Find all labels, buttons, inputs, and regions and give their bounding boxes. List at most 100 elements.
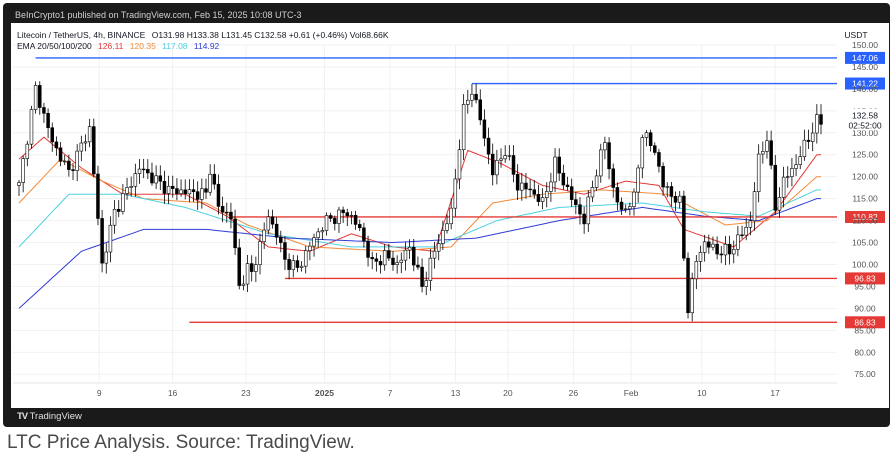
candle-down: [191, 189, 196, 192]
candle-down: [682, 195, 686, 259]
candle-up: [125, 187, 129, 194]
x-tick-label: 23: [241, 388, 251, 398]
legend-ema-label: EMA 20/50/100/200: [17, 41, 92, 51]
level-tag-96-83: [845, 272, 885, 285]
candle-down: [387, 250, 391, 259]
candle-down: [249, 263, 254, 272]
candle-down: [345, 212, 350, 217]
candle-up: [665, 186, 669, 188]
candle-up: [744, 227, 748, 236]
candle-down: [357, 224, 362, 229]
candle-up: [21, 158, 25, 183]
candle-up: [75, 150, 79, 171]
candle-up: [129, 186, 133, 188]
candle-down: [328, 215, 333, 219]
publish-header: BeInCrypto1 published on TradingView.com…: [15, 10, 302, 20]
candle-down: [378, 261, 383, 266]
candle-up: [677, 195, 682, 203]
y-tick-label: 125.00: [852, 150, 878, 160]
candle-down: [482, 119, 487, 139]
figure-caption: LTC Price Analysis. Source: TradingView.: [7, 432, 355, 453]
candle-up: [245, 263, 250, 285]
candle-down: [225, 211, 229, 214]
candle-up: [428, 257, 433, 281]
candle-up: [25, 143, 30, 159]
level-tag-text: 110.82: [852, 212, 878, 222]
x-tick-label: 20: [503, 388, 513, 398]
candle-up: [29, 109, 34, 145]
candle-up: [403, 249, 408, 261]
candle-up: [121, 193, 125, 212]
candle-up: [291, 260, 296, 270]
candle-up: [83, 141, 88, 144]
tradingview-logo-text: TradingView: [29, 411, 82, 422]
candle-up: [254, 264, 258, 272]
grid-layer: [13, 44, 837, 383]
candle-up: [432, 250, 437, 259]
candle-down: [71, 169, 75, 171]
countdown-text: 02:52:00: [848, 120, 881, 130]
candle-up: [320, 230, 325, 233]
y-tick-label: 145.00: [852, 62, 878, 72]
candle-up: [337, 209, 341, 224]
candle-up: [694, 261, 699, 280]
candle-up: [594, 175, 599, 188]
candle-down: [54, 141, 59, 149]
candle-down: [478, 99, 483, 121]
candle-down: [582, 213, 586, 225]
candle-down: [146, 169, 150, 174]
candle-up: [599, 149, 603, 177]
candle-up: [470, 93, 474, 101]
level-tag-text: 86.83: [854, 317, 876, 327]
legend-ema200-value: 114.92: [194, 41, 220, 51]
y-tick-label: 100.00: [852, 259, 878, 269]
candle-down: [565, 184, 570, 187]
candle-down: [686, 257, 690, 314]
candle-down: [92, 126, 96, 175]
ema-line-ema100: [18, 189, 821, 248]
ema-line-ema50: [18, 158, 821, 252]
level-tag-110-82: [845, 210, 885, 223]
candle-up: [507, 155, 512, 157]
x-tick-label: 17: [770, 388, 780, 398]
x-tick-label: 7: [388, 388, 393, 398]
candle-up: [324, 215, 329, 231]
ema-line-ema20: [18, 136, 821, 252]
y-tick-label: 75.00: [854, 369, 876, 379]
price-chart-svg[interactable]: 147.06 141.22 110.82 96.83 86.83 75.00 80.00 8…: [11, 23, 889, 408]
candle-up: [590, 187, 595, 198]
legend-symbol: Litecoin / TetherUS, 4h, BINANCE: [17, 30, 146, 40]
candle-down: [150, 172, 154, 184]
candle-down: [204, 188, 208, 193]
candle-down: [116, 208, 121, 212]
candle-down: [773, 164, 778, 211]
x-tick-label: 13: [451, 388, 461, 398]
candle-up: [154, 175, 158, 184]
candle-up: [457, 149, 462, 180]
candle-down: [42, 107, 46, 114]
ema-layer: [18, 136, 821, 309]
y-tick-label: 105.00: [852, 238, 878, 248]
level-tag-141-22: [845, 77, 885, 90]
candle-down: [295, 260, 300, 268]
candle-down: [486, 137, 491, 155]
tradingview-logo-icon: TV: [17, 411, 28, 422]
candle-down: [212, 173, 217, 185]
candle-up: [466, 99, 470, 105]
candle-up: [544, 191, 549, 198]
candle-down: [58, 147, 63, 162]
y-tick-label: 150.00: [852, 40, 878, 50]
candle-up: [112, 208, 117, 226]
candle-down: [38, 85, 42, 108]
y-tick-label: 110.00: [852, 216, 878, 226]
candles-layer: [17, 81, 823, 322]
chart-area[interactable]: 147.06 141.22 110.82 96.83 86.83 75.00 80.00 8…: [11, 23, 889, 408]
candle-up: [503, 155, 507, 160]
candle-down: [274, 223, 279, 238]
candle-down: [611, 168, 615, 188]
candle-down: [366, 240, 370, 258]
candle-up: [736, 234, 740, 250]
candle-down: [524, 182, 528, 190]
candle-down: [474, 93, 478, 101]
candle-up: [810, 132, 815, 142]
